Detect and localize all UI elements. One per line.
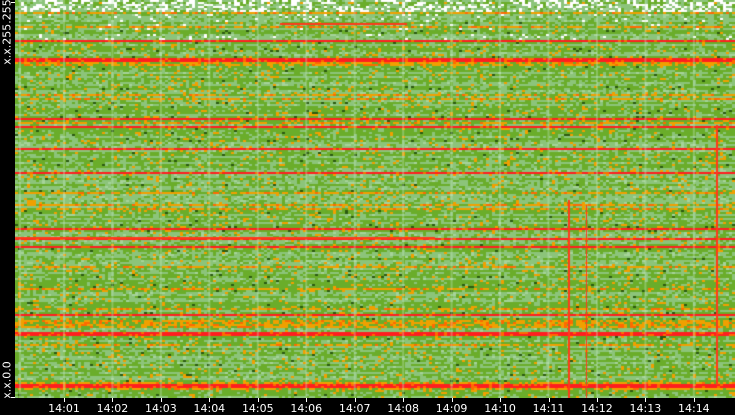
x-tick <box>112 398 114 402</box>
x-tick-label: 14:07 <box>338 402 371 415</box>
x-tick <box>306 398 308 402</box>
x-tick <box>451 398 453 402</box>
x-tick <box>693 398 695 402</box>
x-tick-label: 14:13 <box>629 402 662 415</box>
y-tick-label-top: x.x.255.255 <box>0 0 14 65</box>
y-tick <box>11 2 15 3</box>
heatmap-plot-area[interactable] <box>15 0 735 398</box>
x-tick <box>257 398 259 402</box>
x-tick <box>354 398 356 402</box>
x-tick <box>500 398 502 402</box>
x-tick-label: 14 <box>728 402 735 415</box>
x-tick-label: 14:14 <box>677 402 710 415</box>
x-axis: 14:01 14:02 14:03 14:04 14:05 14:06 14:07 14:08… <box>0 398 735 415</box>
x-tick-label: 14:01 <box>48 402 80 415</box>
x-tick-label: 14:02 <box>96 402 129 415</box>
x-tick <box>64 398 65 402</box>
x-tick-label: 14:09 <box>435 402 468 415</box>
x-tick-label: 14:04 <box>193 402 226 415</box>
x-tick <box>403 398 405 402</box>
x-tick-label: 14:10 <box>484 402 516 415</box>
x-tick <box>548 398 550 402</box>
y-tick <box>11 397 15 398</box>
x-tick-label: 14:11 <box>532 402 565 415</box>
x-tick <box>596 398 598 402</box>
x-tick <box>645 398 647 402</box>
x-tick <box>160 398 162 402</box>
x-tick-label: 14:12 <box>581 402 613 415</box>
x-tick-label: 14:06 <box>290 402 323 415</box>
x-tick <box>209 398 211 402</box>
x-tick-label: 14:08 <box>387 402 419 415</box>
x-tick-label: 14:03 <box>145 402 177 415</box>
x-tick-label: 14:05 <box>241 402 274 415</box>
y-axis: x.x.255.255 x.x.0.0 <box>0 0 15 399</box>
